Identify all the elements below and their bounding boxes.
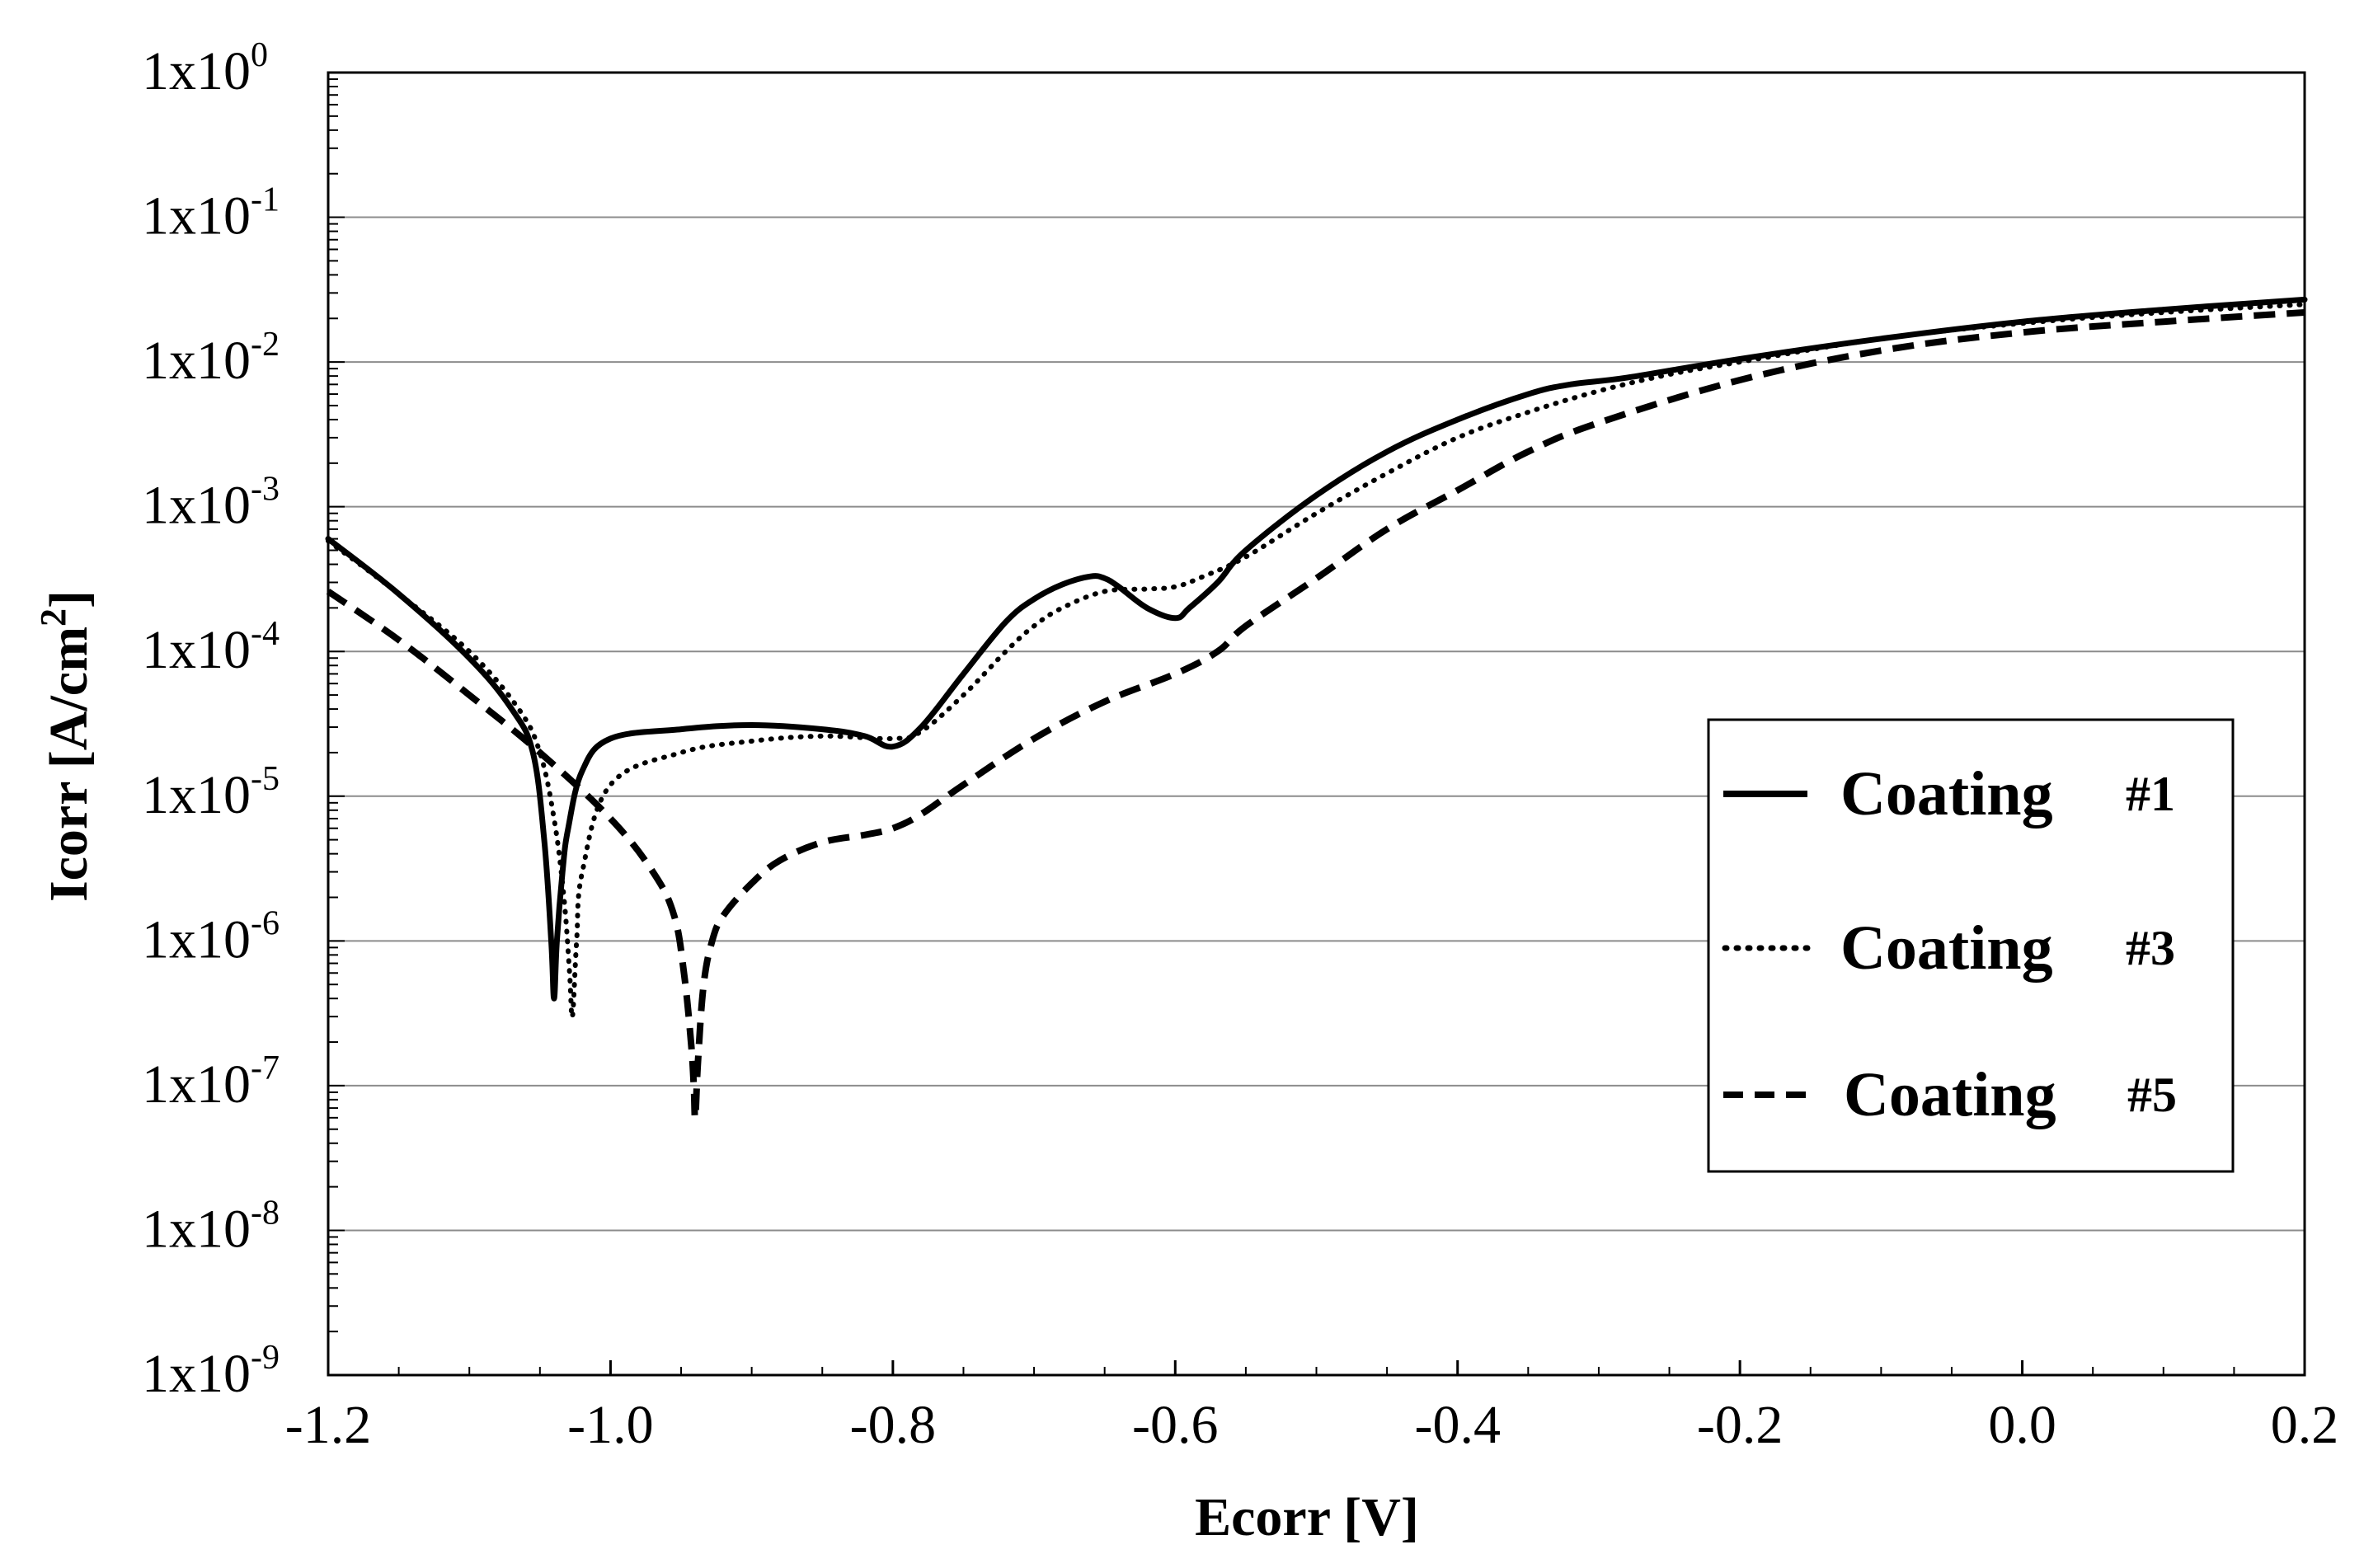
x-tick-label: 0.2 — [2271, 1395, 2339, 1455]
y-tick-label-base: 1x10 — [142, 331, 251, 391]
y-tick-label-exponent: -4 — [251, 615, 280, 653]
y-tick-label-exponent: 0 — [251, 36, 268, 74]
y-tick-label: 1x10-4 — [142, 615, 280, 680]
series-line-coating-1 — [325, 296, 2308, 1002]
y-tick-label: 1x10-3 — [142, 471, 280, 536]
y-tick-label-exponent: -1 — [251, 181, 280, 219]
y-tick-label-base: 1x10 — [142, 909, 251, 969]
y-axis-title: Icorr [A/cm2] — [33, 590, 99, 902]
legend-number-coating-5: #5 — [2127, 1068, 2177, 1122]
x-tick-label: -0.8 — [850, 1395, 936, 1455]
y-tick-label-exponent: -7 — [251, 1049, 280, 1087]
y-axis-title-sup: 2 — [33, 608, 73, 627]
y-tick-label-exponent: -9 — [251, 1339, 280, 1377]
x-tick-label: -0.2 — [1697, 1395, 1783, 1455]
legend-number-coating-1: #1 — [2126, 767, 2175, 821]
y-tick-label-base: 1x10 — [142, 476, 251, 536]
legend-number-coating-3: #3 — [2126, 921, 2175, 975]
y-tick-label-exponent: -6 — [251, 904, 280, 942]
y-tick-label-base: 1x10 — [142, 620, 251, 680]
series-layer — [325, 296, 2308, 1122]
legend-label-coating-1: Coating — [1840, 759, 2053, 829]
x-tick-labels: -1.2 -1.0 -0.8 -0.6 -0.4 -0.2 0.0 0.2 — [285, 1395, 2338, 1455]
y-tick-label-base: 1x10 — [142, 1344, 251, 1404]
y-tick-label: 1x10-6 — [142, 904, 280, 969]
y-tick-label: 1x10-7 — [142, 1049, 280, 1115]
legend-label-coating-5: Coating — [1844, 1060, 2056, 1129]
x-tick-label: -1.2 — [285, 1395, 371, 1455]
x-ticks — [327, 1360, 2306, 1375]
y-tick-label-base: 1x10 — [142, 41, 251, 101]
y-tick-label: 1x10-2 — [142, 326, 280, 391]
y-tick-label: 1x10-5 — [142, 760, 280, 825]
y-tick-label-exponent: -3 — [251, 471, 280, 509]
y-tick-label: 1x10-8 — [142, 1194, 280, 1259]
y-axis-title-main: Icorr [A/cm — [39, 627, 99, 902]
y-tick-label: 1x10-1 — [142, 181, 280, 246]
y-tick-label-base: 1x10 — [142, 765, 251, 825]
y-tick-label: 1x10-9 — [142, 1339, 280, 1404]
x-axis-title: Ecorr [V] — [1195, 1487, 1419, 1547]
y-tick-label-base: 1x10 — [142, 186, 251, 246]
legend: Coating #1 Coating #3 Coating #5 — [1707, 718, 2235, 1173]
x-tick-label: 0.0 — [1988, 1395, 2056, 1455]
x-tick-label: -1.0 — [567, 1395, 653, 1455]
x-tick-label: -0.4 — [1414, 1395, 1500, 1455]
y-tick-label-exponent: -2 — [251, 326, 280, 364]
y-tick-label: 1x100 — [142, 36, 268, 101]
plot-area — [327, 71, 2306, 1377]
series-line-coating-3 — [326, 302, 2307, 1020]
y-tick-label-base: 1x10 — [142, 1054, 251, 1115]
y-tick-labels: 1x1001x10-11x10-21x10-31x10-41x10-51x10-… — [142, 36, 280, 1404]
x-tick-label: -0.6 — [1132, 1395, 1218, 1455]
y-axis-title-end: ] — [39, 590, 99, 608]
legend-label-coating-3: Coating — [1840, 913, 2053, 983]
y-tick-label-exponent: -8 — [251, 1194, 280, 1232]
series-line-coating-5 — [326, 309, 2305, 1122]
y-tick-label-exponent: -5 — [251, 760, 280, 798]
y-tick-label-base: 1x10 — [142, 1199, 251, 1259]
y-minor-ticks — [328, 78, 345, 1376]
